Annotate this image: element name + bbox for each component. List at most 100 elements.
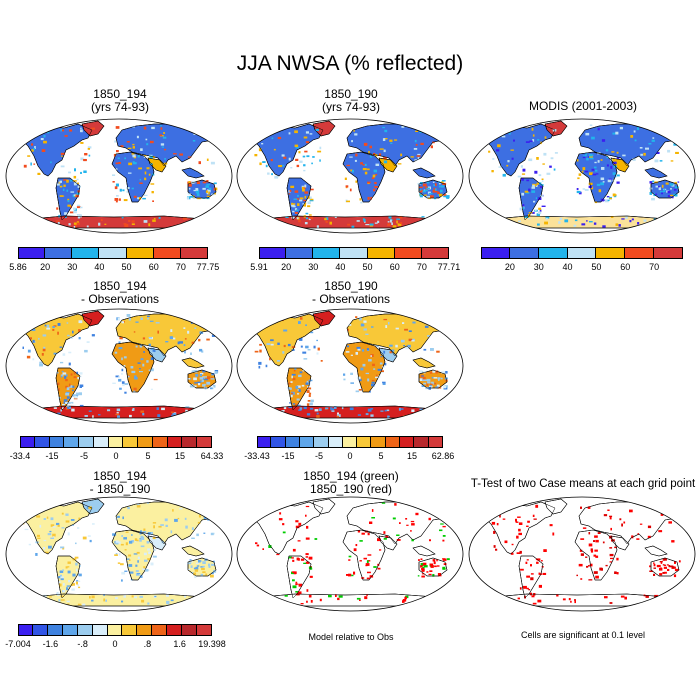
grid-cell [350, 372, 353, 375]
colorbar-label: 70 [416, 262, 427, 272]
grid-cell [541, 205, 546, 207]
coastline [412, 545, 436, 557]
grid-cell [77, 185, 81, 188]
grid-cell [28, 543, 31, 546]
grid-cell [636, 538, 640, 540]
grid-cell [314, 538, 318, 540]
grid-cell [122, 516, 124, 520]
grid-cell [658, 530, 663, 533]
world-map [5, 308, 233, 424]
grid-cell [375, 374, 378, 377]
grid-cell [496, 523, 499, 526]
grid-cell [441, 180, 446, 182]
grid-cell [160, 143, 165, 146]
grid-cell [440, 136, 442, 139]
grid-cell [61, 155, 63, 157]
grid-cell [428, 387, 431, 390]
grid-cell [303, 203, 306, 207]
colorbar-segment [20, 436, 35, 448]
coastline [250, 501, 324, 555]
grid-cell [649, 181, 653, 184]
grid-cell [317, 150, 322, 153]
grid-cell [67, 561, 71, 564]
grid-cell [395, 344, 398, 348]
colorbar-segment [126, 247, 154, 259]
colorbar-segment [481, 247, 510, 259]
grid-cell [388, 322, 390, 325]
world-map [236, 308, 464, 424]
grid-cell [125, 542, 128, 546]
grid-cell [383, 318, 388, 321]
grid-cell [417, 575, 420, 577]
grid-cell [580, 538, 585, 540]
grid-cell [121, 535, 123, 537]
grid-cell [649, 565, 651, 568]
grid-cell [278, 518, 283, 521]
grid-cell [488, 150, 491, 153]
grid-cell [419, 189, 423, 193]
grid-cell [609, 553, 614, 557]
grid-cell [60, 375, 63, 378]
grid-cell [537, 139, 540, 141]
colorbar-segment [385, 436, 401, 448]
grid-cell [616, 157, 620, 159]
grid-cell [606, 156, 609, 159]
colorbar-label: 60 [148, 262, 159, 272]
grid-cell [350, 382, 354, 384]
colorbar-label: 5.86 [9, 262, 27, 272]
grid-cell [422, 190, 426, 193]
grid-cell [65, 392, 69, 396]
grid-cell [357, 530, 361, 533]
grid-cell [125, 531, 129, 533]
grid-cell [649, 570, 653, 572]
grid-cell [283, 329, 288, 332]
grid-cell [420, 558, 423, 560]
grid-cell [660, 562, 663, 564]
grid-cell [188, 414, 193, 417]
grid-cell [662, 564, 665, 566]
grid-cell [541, 180, 544, 182]
grid-cell [48, 545, 52, 549]
grid-cell [355, 544, 358, 547]
grid-cell [516, 552, 521, 554]
grid-cell [526, 179, 530, 182]
grid-cell [149, 155, 153, 159]
colorbar-segment [257, 436, 272, 448]
grid-cell [123, 365, 126, 368]
grid-cell [78, 337, 81, 340]
grid-cell [46, 319, 50, 321]
grid-cell [371, 509, 374, 512]
grid-cell [346, 574, 350, 576]
grid-cell [411, 338, 415, 342]
grid-cell [531, 186, 535, 189]
grid-cell [289, 402, 292, 404]
grid-cell [162, 136, 167, 139]
grid-cell [542, 572, 547, 575]
grid-cell [597, 532, 601, 534]
grid-cell [310, 198, 314, 201]
colorbar-label: 60 [620, 262, 631, 272]
grid-cell [667, 568, 670, 571]
grid-cell [359, 540, 363, 542]
panel-title-line1: 1850_194 [93, 87, 147, 101]
grid-cell [142, 413, 145, 416]
grid-cell [371, 379, 375, 382]
grid-cell [538, 174, 542, 177]
grid-cell [200, 573, 203, 577]
grid-cell [29, 337, 32, 340]
grid-cell [259, 349, 262, 353]
coastline [147, 157, 167, 173]
grid-cell [73, 376, 77, 379]
grid-cell [356, 220, 360, 222]
grid-cell [70, 401, 74, 404]
grid-cell [630, 135, 634, 138]
grid-cell [435, 386, 439, 389]
grid-cell [373, 169, 377, 173]
grid-cell [118, 198, 121, 201]
colorbar-segment [342, 436, 358, 448]
grid-cell [437, 573, 441, 576]
colorbar-segment [299, 436, 315, 448]
grid-cell [675, 219, 680, 222]
grid-cell [647, 525, 652, 529]
grid-cell [269, 222, 273, 226]
